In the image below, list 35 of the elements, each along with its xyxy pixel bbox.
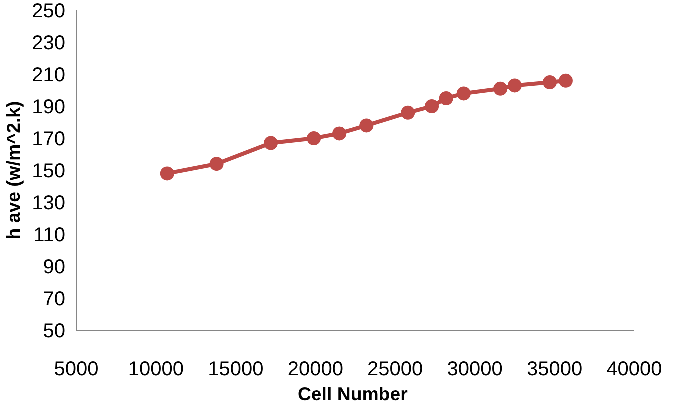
x-tick-label: 40000 bbox=[606, 358, 662, 380]
x-tick-label: 15000 bbox=[208, 358, 264, 380]
x-axis-title: Cell Number bbox=[298, 384, 408, 404]
point bbox=[160, 166, 174, 181]
y-tick-label: 90 bbox=[43, 256, 66, 278]
y-tick-label: 50 bbox=[43, 320, 66, 342]
point bbox=[264, 136, 278, 150]
y-axis-title: h ave (w/m^2.k) bbox=[3, 101, 24, 240]
x-tick-label: 5000 bbox=[54, 358, 99, 380]
point bbox=[508, 78, 522, 93]
y-tick-label: 70 bbox=[43, 288, 66, 310]
y-tick-label: 250 bbox=[32, 0, 66, 22]
point bbox=[210, 157, 224, 172]
y-tick-label: 170 bbox=[32, 128, 66, 150]
point bbox=[332, 126, 347, 141]
y-tick-label: 150 bbox=[32, 160, 66, 182]
point bbox=[360, 118, 374, 133]
x-tick-label: 35000 bbox=[526, 358, 583, 380]
x-tick-label: 25000 bbox=[368, 358, 424, 380]
y-tick-label: 110 bbox=[34, 224, 66, 246]
x-tick-label: 20000 bbox=[288, 358, 344, 380]
point bbox=[543, 76, 558, 90]
x-tick-label: 10000 bbox=[128, 358, 184, 380]
point bbox=[439, 92, 454, 106]
point bbox=[307, 132, 322, 146]
point bbox=[456, 86, 471, 101]
point bbox=[558, 74, 573, 88]
y-tick-label: 230 bbox=[32, 32, 66, 54]
y-tick-label: 130 bbox=[32, 192, 66, 214]
point bbox=[425, 100, 440, 114]
y-tick-label: 210 bbox=[32, 64, 66, 86]
point bbox=[494, 82, 508, 96]
y-tick-label: 190 bbox=[32, 96, 66, 118]
point bbox=[401, 106, 416, 120]
x-tick-label: 30000 bbox=[447, 358, 503, 380]
